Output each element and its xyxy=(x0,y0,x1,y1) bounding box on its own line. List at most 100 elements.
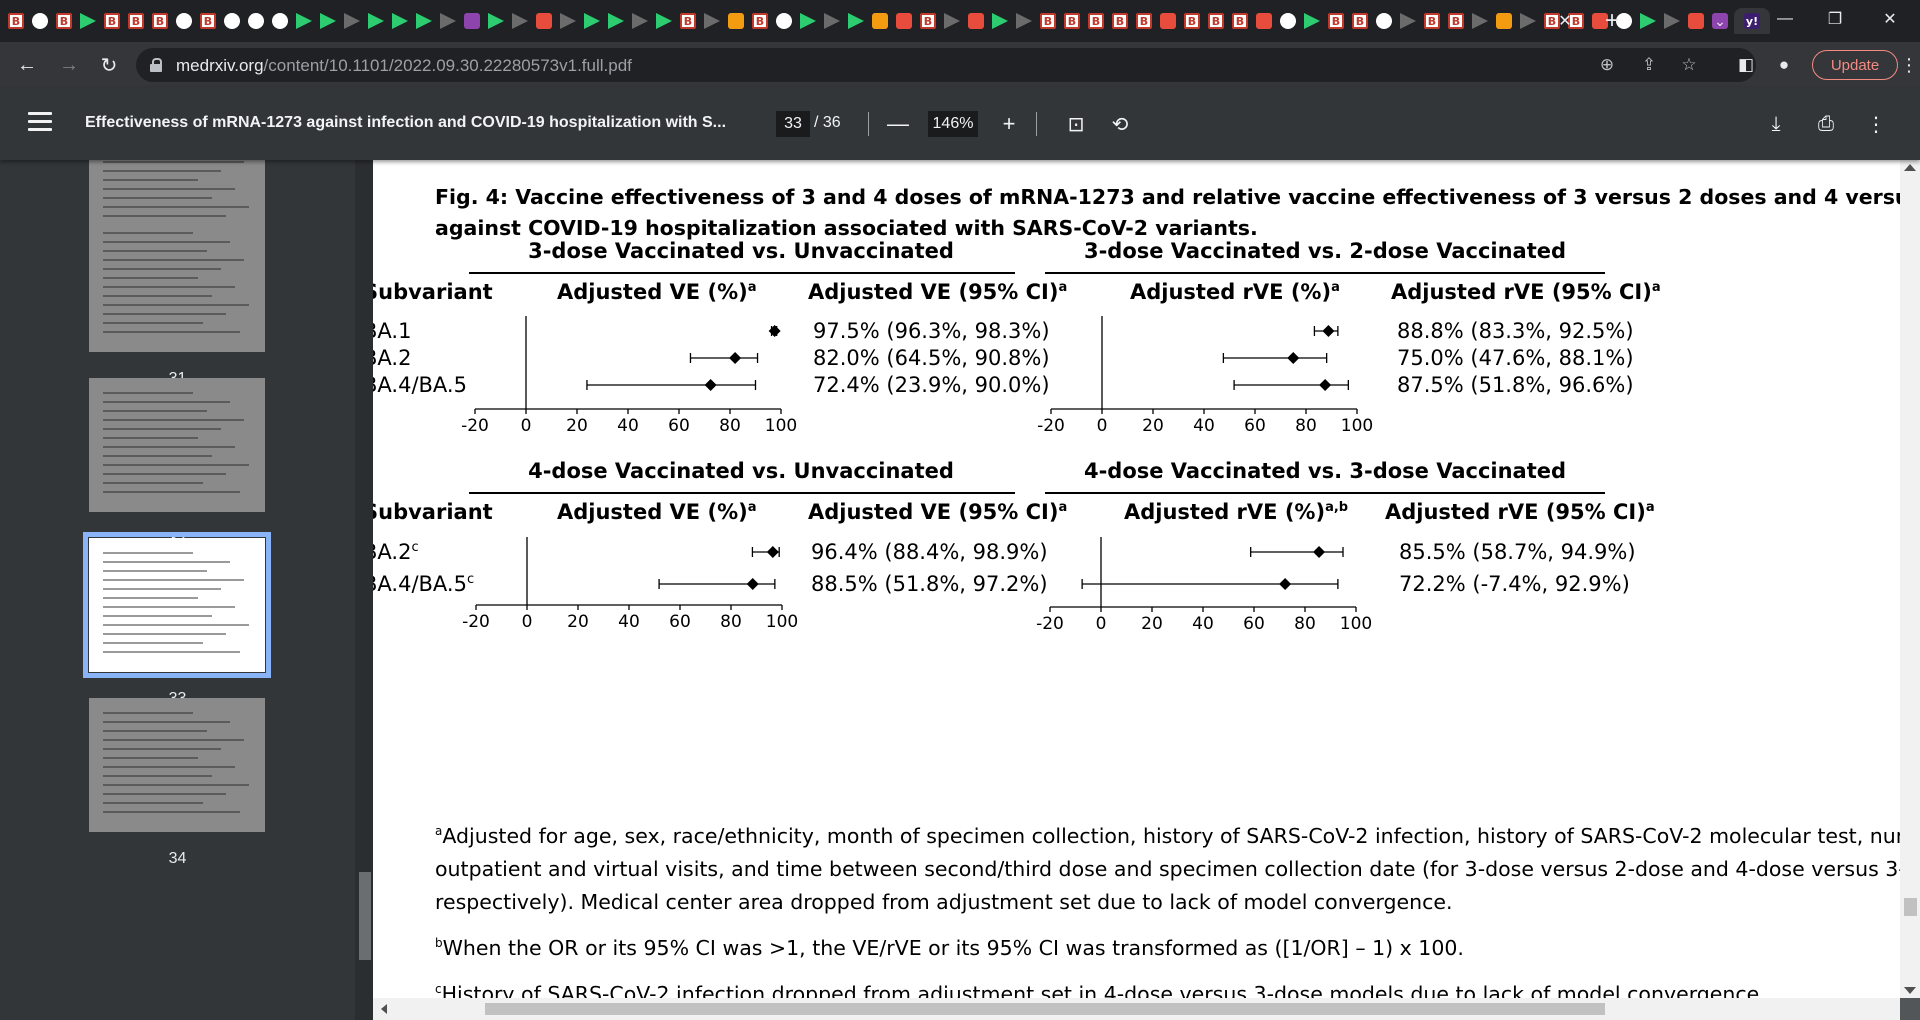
minimize-window-icon[interactable]: — xyxy=(1777,10,1793,27)
restore-window-icon[interactable]: ❐ xyxy=(1827,11,1843,28)
bookmark-star-icon[interactable]: ☆ xyxy=(1681,55,1697,74)
tab[interactable]: B xyxy=(678,8,698,34)
tab[interactable]: B xyxy=(150,8,170,34)
tab[interactable] xyxy=(294,8,314,34)
tab[interactable]: B xyxy=(1446,8,1466,34)
download-icon[interactable]: ⤓ xyxy=(1771,112,1781,135)
tab[interactable]: B xyxy=(1230,8,1250,34)
tab[interactable] xyxy=(942,8,962,34)
tab[interactable] xyxy=(966,8,986,34)
tab[interactable] xyxy=(30,8,50,34)
vertical-scroll-thumb[interactable] xyxy=(1904,898,1917,916)
profile-avatar-icon[interactable]: ● xyxy=(1778,55,1790,74)
sidebar-scroll-thumb[interactable] xyxy=(359,872,371,960)
tab[interactable]: B xyxy=(6,8,26,34)
tab[interactable] xyxy=(726,8,746,34)
horizontal-scroll-thumb[interactable] xyxy=(485,1003,1605,1015)
tab[interactable] xyxy=(390,8,410,34)
tab[interactable]: B xyxy=(1038,8,1058,34)
scroll-up-icon[interactable] xyxy=(1904,164,1916,171)
tab[interactable] xyxy=(1470,8,1490,34)
tab[interactable]: B xyxy=(1566,8,1586,34)
tab[interactable] xyxy=(1638,8,1658,34)
update-button[interactable]: Update xyxy=(1812,50,1898,80)
tab[interactable] xyxy=(486,8,506,34)
tab[interactable] xyxy=(582,8,602,34)
tab-active[interactable]: y! xyxy=(1734,8,1770,34)
tab[interactable] xyxy=(510,8,530,34)
zoom-icon[interactable]: ⊕ xyxy=(1599,55,1615,74)
url-text[interactable]: medrxiv.org/content/10.1101/2022.09.30.2… xyxy=(176,56,632,76)
tab[interactable] xyxy=(246,8,266,34)
reload-icon[interactable]: ↻ xyxy=(100,54,118,77)
browser-menu-icon[interactable]: ⋮ xyxy=(1900,54,1918,75)
tab[interactable] xyxy=(438,8,458,34)
tab[interactable] xyxy=(702,8,722,34)
tab[interactable]: B xyxy=(1326,8,1346,34)
tab[interactable]: B xyxy=(54,8,74,34)
tab[interactable]: B xyxy=(1206,8,1226,34)
tab[interactable] xyxy=(1710,8,1730,34)
tab[interactable] xyxy=(318,8,338,34)
scroll-down-icon[interactable] xyxy=(1904,987,1916,994)
tab[interactable] xyxy=(654,8,674,34)
tab[interactable] xyxy=(534,8,554,34)
tab[interactable] xyxy=(1374,8,1394,34)
tab[interactable] xyxy=(1614,8,1634,34)
tab[interactable] xyxy=(1302,8,1322,34)
tab[interactable] xyxy=(366,8,386,34)
tab[interactable] xyxy=(798,8,818,34)
page-thumbnail[interactable] xyxy=(89,698,265,832)
tab[interactable]: B xyxy=(198,8,218,34)
zoom-out-icon[interactable]: — xyxy=(887,111,909,136)
sidebar-scrollbar[interactable] xyxy=(355,160,373,1020)
rotate-icon[interactable]: ⟲ xyxy=(1111,113,1129,136)
tab[interactable]: B xyxy=(126,8,146,34)
tab[interactable]: B xyxy=(1422,8,1442,34)
zoom-in-icon[interactable]: + xyxy=(1002,111,1016,136)
tab[interactable]: B xyxy=(1110,8,1130,34)
tab[interactable] xyxy=(630,8,650,34)
tab[interactable] xyxy=(846,8,866,34)
lock-icon[interactable] xyxy=(150,58,162,72)
tab[interactable]: B xyxy=(1086,8,1106,34)
print-icon[interactable]: ⎙ xyxy=(1818,112,1834,135)
close-window-icon[interactable]: ✕ xyxy=(1883,11,1897,28)
scroll-left-icon[interactable] xyxy=(381,1004,387,1014)
tab[interactable] xyxy=(774,8,794,34)
fit-to-page-icon[interactable]: ⊡ xyxy=(1067,113,1085,136)
tab[interactable] xyxy=(1158,8,1178,34)
tab[interactable]: B xyxy=(1134,8,1154,34)
page-number-input[interactable]: 33 xyxy=(776,111,810,137)
horizontal-scrollbar[interactable] xyxy=(355,998,1900,1020)
page-thumbnail[interactable] xyxy=(89,538,265,672)
tab-search-icon[interactable]: ⌄ xyxy=(1714,12,1726,29)
tab[interactable]: B xyxy=(918,8,938,34)
share-icon[interactable]: ⇪ xyxy=(1641,55,1657,74)
tab[interactable] xyxy=(822,8,842,34)
tab[interactable] xyxy=(1686,8,1706,34)
tab[interactable] xyxy=(1254,8,1274,34)
tab[interactable]: B xyxy=(1182,8,1202,34)
tab[interactable] xyxy=(558,8,578,34)
tab[interactable] xyxy=(870,8,890,34)
page-thumbnail[interactable] xyxy=(89,378,265,512)
tab[interactable] xyxy=(1662,8,1682,34)
tab[interactable]: B xyxy=(1350,8,1370,34)
tab[interactable] xyxy=(1014,8,1034,34)
close-tab-icon[interactable]: ✕ xyxy=(1558,13,1572,30)
tab[interactable] xyxy=(78,8,98,34)
side-panel-icon[interactable]: ◧ xyxy=(1737,55,1755,74)
tab[interactable] xyxy=(1518,8,1538,34)
tab[interactable] xyxy=(1278,8,1298,34)
tab[interactable] xyxy=(270,8,290,34)
tab[interactable] xyxy=(414,8,434,34)
tab[interactable] xyxy=(1590,8,1610,34)
vertical-scrollbar[interactable] xyxy=(1900,160,1920,998)
tab[interactable]: B xyxy=(1542,8,1562,34)
sidebar-toggle-icon[interactable] xyxy=(28,112,52,132)
tab[interactable] xyxy=(222,8,242,34)
tab[interactable] xyxy=(990,8,1010,34)
page-thumbnail[interactable] xyxy=(89,218,265,352)
zoom-input[interactable]: 146% xyxy=(928,111,978,137)
